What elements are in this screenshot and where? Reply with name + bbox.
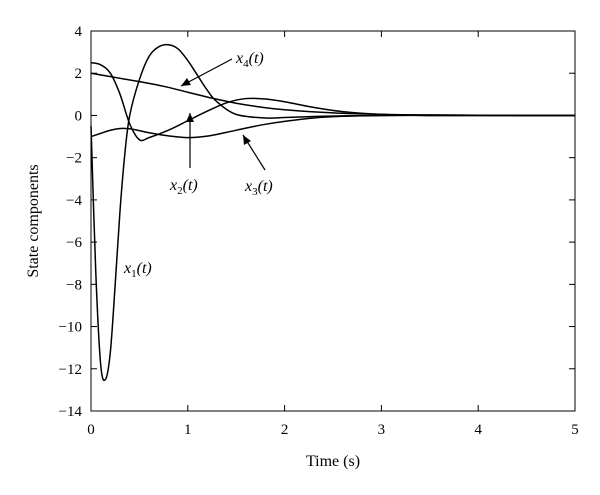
x-tick-label: 1 [184,422,192,438]
y-tick-label: 2 [75,66,83,82]
series-annotations: x4(t) x2(t) x3(t) x1(t) [123,50,273,280]
x-tick-label: 3 [378,422,386,438]
y-tick-label: −2 [66,151,82,167]
y-axis-title: State components [25,164,42,277]
x4-arrowhead [181,78,191,86]
y-tick-label: 0 [75,108,83,124]
y-tick-label: −12 [59,362,82,378]
y-tick-label: −14 [59,404,83,420]
y-tick-label: 4 [75,24,83,40]
series-line-x1 [90,43,575,382]
series-curves [90,43,576,382]
x4-label: x4(t) [235,50,264,70]
y-tick-label: −6 [66,235,82,251]
series-line-x4 [90,72,576,117]
y-tick-label: −10 [59,320,82,336]
y-tick-label: −8 [66,277,82,293]
x4-arrow [180,58,233,87]
series-line-x3 [90,61,575,142]
x-tick-label: 4 [474,422,482,438]
axes-box [90,30,576,412]
x-tick-label: 5 [571,422,579,438]
x3-label: x3(t) [244,178,273,198]
ticks [90,30,576,412]
x-tick-label: 0 [87,422,95,438]
x1-label: x1(t) [123,260,152,280]
x3-arrowhead [243,135,251,145]
tick-labels: 0 1 2 3 4 5 4 2 0 −2 −4 −6 −8 −10 −12 −14 [59,24,579,438]
y-tick-label: −4 [66,193,82,209]
x2-label: x2(t) [169,177,198,197]
x2-arrowhead [186,113,194,122]
series-line-x2 [90,114,576,139]
x-tick-label: 2 [281,422,289,438]
x-axis-title: Time (s) [306,453,360,470]
plot-frame [90,30,576,412]
